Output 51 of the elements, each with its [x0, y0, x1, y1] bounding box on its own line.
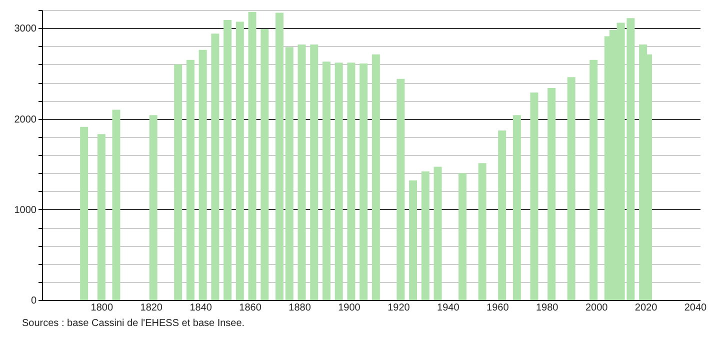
bar [458, 173, 467, 300]
bar [248, 12, 256, 300]
bar [80, 126, 88, 300]
x-tick-label: 1860 [239, 302, 262, 314]
bar [372, 54, 380, 300]
y-tick-label: 2000 [14, 114, 37, 126]
bar [396, 78, 405, 300]
bar [334, 62, 343, 300]
bar [275, 12, 284, 300]
bar [478, 163, 486, 300]
bar [236, 22, 244, 300]
source-note: Sources : base Cassini de l'EHESS et base Insee. [22, 318, 245, 329]
bar [298, 44, 306, 300]
x-tick-label: 1880 [288, 302, 312, 314]
x-tick-label: 1980 [536, 302, 559, 314]
bar [149, 115, 158, 300]
bar [409, 180, 418, 300]
bar [548, 88, 556, 300]
bar [186, 60, 194, 300]
x-tick-label: 2040 [684, 302, 708, 314]
bar [498, 130, 506, 300]
bar [590, 60, 598, 300]
bar [347, 62, 356, 300]
x-tick-label: 1940 [437, 302, 460, 314]
bar [360, 63, 368, 300]
bar [434, 166, 442, 300]
bar [112, 110, 120, 300]
bar [421, 171, 430, 300]
y-tick-label: 1000 [14, 204, 37, 216]
x-tick-label: 1960 [486, 302, 510, 314]
bar [211, 34, 220, 300]
x-tick-label: 1840 [190, 302, 212, 314]
bar [260, 29, 269, 300]
x-tick-label: 2020 [634, 302, 658, 314]
x-tick-label: 1920 [388, 302, 410, 314]
bar [567, 77, 576, 300]
x-tick-label: 1820 [140, 302, 163, 314]
x-tick-label: 2000 [585, 302, 608, 314]
x-tick-label: 1800 [90, 302, 114, 314]
y-tick-label: 3000 [14, 24, 37, 35]
y-tick-label: 0 [30, 296, 37, 306]
bar [224, 20, 232, 300]
bar [285, 47, 294, 300]
bar [97, 134, 106, 300]
bar [530, 92, 538, 300]
x-tick-label: 1900 [338, 302, 361, 314]
bar [512, 115, 521, 300]
bar [174, 64, 182, 300]
bar [310, 44, 318, 300]
bar [198, 50, 207, 300]
bar [322, 62, 330, 300]
